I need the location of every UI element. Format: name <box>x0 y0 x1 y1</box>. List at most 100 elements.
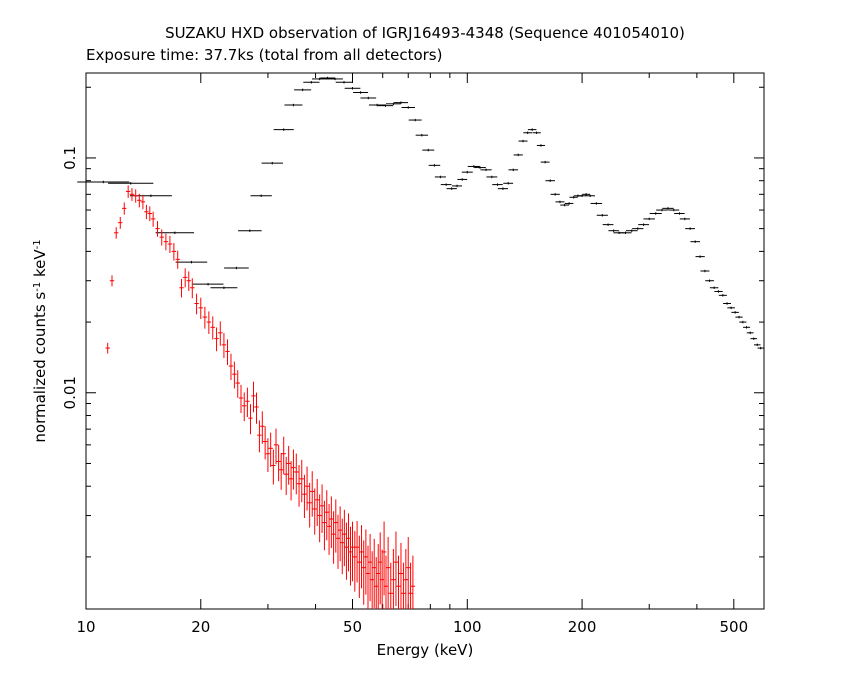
red-data-point <box>257 420 262 453</box>
black-data-point <box>540 160 550 164</box>
red-data-point <box>406 537 411 609</box>
black-data-point <box>743 326 751 329</box>
red-data-point <box>129 188 135 201</box>
black-data-point <box>294 88 312 92</box>
red-data-point <box>235 370 240 398</box>
black-data-point <box>192 282 224 286</box>
red-data-point <box>125 185 131 198</box>
red-data-point <box>147 206 152 222</box>
red-data-point <box>214 327 219 352</box>
black-data-point <box>461 170 473 174</box>
black-data-point <box>632 227 644 230</box>
x-tick-label: 10 <box>76 618 95 636</box>
red-data-point <box>322 500 327 551</box>
black-data-point <box>513 153 523 157</box>
black-data-point <box>523 131 533 134</box>
black-data-point <box>690 240 700 243</box>
black-data-point <box>757 346 764 350</box>
red-data-point <box>398 542 404 609</box>
black-data-point <box>668 208 680 212</box>
y-axis-label-sup1: -1 <box>32 282 43 292</box>
red-data-point <box>291 449 296 490</box>
red-data-point <box>283 456 289 496</box>
y-axis-label-main: normalized counts s <box>31 292 49 443</box>
black-data-point <box>503 182 514 185</box>
red-data-point <box>276 444 281 482</box>
red-data-point <box>228 353 234 380</box>
black-data-point <box>532 131 541 134</box>
red-data-point <box>333 499 339 553</box>
black-data-point <box>467 165 480 168</box>
red-data-point <box>340 518 345 575</box>
chart-title: SUZAKU HXD observation of IGRJ16493-4348… <box>165 24 685 42</box>
red-data-point <box>248 404 253 435</box>
chart-subtitle: Exposure time: 37.7ks (total from all de… <box>86 46 442 64</box>
black-data-point <box>602 223 614 226</box>
red-data-point <box>410 555 416 609</box>
y-axis-label-sup2: -1 <box>32 239 43 249</box>
red-data-point <box>361 540 366 605</box>
black-data-point <box>508 168 519 172</box>
red-data-point <box>198 297 203 320</box>
black-data-point <box>705 279 714 282</box>
black-data-point <box>643 217 655 221</box>
x-tick-label: 500 <box>719 618 748 636</box>
red-data-point <box>369 551 375 609</box>
red-data-point <box>342 509 347 567</box>
red-data-point <box>105 342 110 354</box>
black-data-point <box>492 183 503 186</box>
plot-frame <box>85 72 765 610</box>
black-data-point <box>474 166 486 169</box>
black-data-point <box>408 118 422 122</box>
black-data-point <box>656 208 668 212</box>
black-data-point <box>311 77 328 81</box>
x-axis-label: Energy (keV) <box>377 641 474 659</box>
red-data-point <box>359 525 364 589</box>
red-data-point <box>271 449 276 485</box>
red-data-point <box>288 461 294 501</box>
black-data-point <box>727 306 735 310</box>
red-data-point <box>109 275 115 287</box>
y-tick-labels: 0.1 0.01 <box>61 146 79 409</box>
red-data-point <box>393 531 399 607</box>
black-data-point <box>578 194 587 198</box>
red-data-point <box>268 432 273 467</box>
red-data-point <box>175 250 180 269</box>
black-data-point <box>527 128 537 131</box>
axis-ticks <box>85 73 765 609</box>
black-data-point <box>353 91 369 94</box>
black-data-point <box>582 193 591 196</box>
black-data-point <box>486 175 498 179</box>
red-data-point <box>286 445 291 485</box>
red-data-point <box>137 193 142 208</box>
black-data-point <box>662 207 674 210</box>
black-data-point <box>619 231 632 235</box>
red-data-point <box>329 496 334 549</box>
y-axis-label: normalized counts s-1 keV-1 <box>31 239 49 442</box>
black-data-point <box>679 217 690 221</box>
red-data-point <box>144 204 149 220</box>
red-data-point <box>273 428 279 465</box>
red-data-point <box>391 549 396 609</box>
x-tick-label: 50 <box>343 618 362 636</box>
red-data-point <box>335 514 341 569</box>
y-axis-label-unit: keV <box>31 249 49 282</box>
red-data-point <box>186 271 191 291</box>
red-data-point <box>182 268 188 288</box>
red-data-point <box>315 479 320 527</box>
y-tick-label: 0.01 <box>61 376 79 409</box>
black-data-point <box>415 133 429 137</box>
red-data-point <box>381 521 387 596</box>
black-data-point <box>377 104 394 107</box>
red-data-point <box>365 545 371 609</box>
black-data-point <box>428 164 441 167</box>
red-data-point <box>254 392 259 424</box>
red-data-point <box>337 506 343 562</box>
black-data-point <box>77 180 130 184</box>
black-data-point <box>434 175 446 179</box>
red-data-point <box>403 549 409 609</box>
red-data-point <box>317 494 322 543</box>
red-data-point <box>140 195 146 210</box>
red-data-point <box>346 513 351 572</box>
